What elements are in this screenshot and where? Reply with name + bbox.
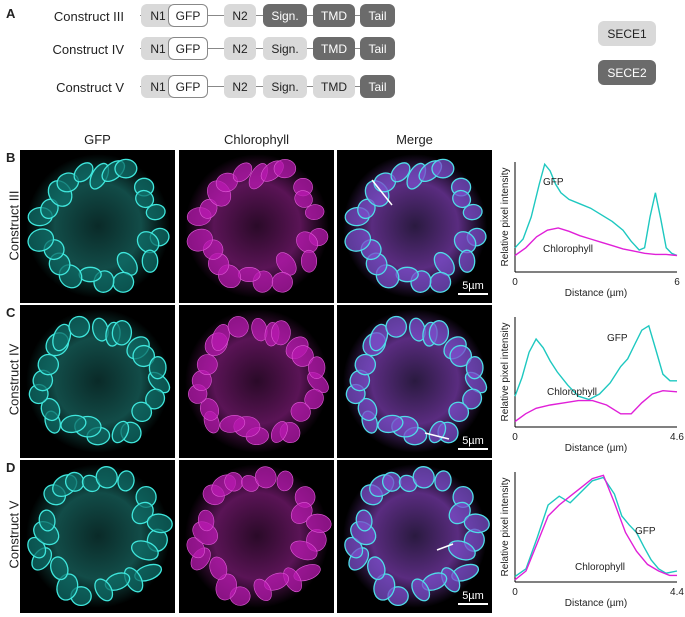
y-axis-label: Relative pixel intensity	[500, 478, 511, 577]
tail-domain: Tail	[360, 37, 395, 60]
tmd-domain: TMD	[313, 37, 355, 60]
gfp-image-construct-v	[20, 460, 175, 613]
n2-domain: N2	[224, 37, 256, 60]
x-tick-label: 6	[674, 277, 680, 288]
x-tick-label: 4.6	[670, 432, 684, 443]
series-label-chlorophyll: Chlorophyll	[547, 387, 597, 398]
chlorophyll-image-construct-iv	[179, 305, 334, 458]
scale-bar: 5µm	[458, 280, 488, 295]
series-line-chlorophyll	[514, 389, 678, 423]
x-tick-label: 0	[512, 587, 518, 598]
panel-label-b: B	[6, 150, 16, 165]
merge-image-construct-iii	[337, 150, 492, 303]
series-label-gfp: GFP	[635, 526, 656, 537]
series-label-chlorophyll: Chlorophyll	[543, 244, 593, 255]
x-tick-label: 4.4	[670, 587, 684, 598]
scale-bar: 5µm	[458, 435, 488, 450]
panel-label-a: A	[6, 6, 16, 21]
n1-domain: N1	[141, 75, 175, 98]
gfp-image-construct-iii	[20, 150, 175, 303]
column-header-chlorophyll: Chlorophyll	[223, 132, 290, 147]
n2-domain: N2	[224, 75, 256, 98]
tail-domain: Tail	[360, 75, 395, 98]
construct-name: Construct IV	[52, 42, 124, 57]
construct-name: Construct III	[53, 9, 124, 24]
y-axis-label: Relative pixel intensity	[500, 323, 511, 422]
x-axis-label: Distance (µm)	[565, 443, 627, 454]
chlorophyll-image-construct-iii	[179, 150, 334, 303]
n1-domain: N1	[141, 4, 175, 27]
merge-image-construct-iv	[337, 305, 492, 458]
intensity-plot-construct-iv: GFP Chlorophyll Relative pixel intensity Di…	[500, 317, 684, 454]
tmd-domain: TMD	[313, 4, 355, 27]
intensity-plot-construct-v: GFP Chlorophyll Relative pixel intensity Di…	[500, 472, 684, 609]
gfp-domain: GFP	[168, 37, 208, 60]
series-label-gfp: GFP	[543, 177, 564, 188]
scale-bar: 5µm	[458, 590, 488, 605]
x-tick-label: 0	[512, 277, 518, 288]
column-header-gfp: GFP	[84, 132, 111, 147]
x-axis-label: Distance (µm)	[565, 288, 627, 299]
series-line-gfp	[514, 324, 677, 401]
x-axis-label: Distance (µm)	[565, 598, 627, 609]
series-line-chlorophyll	[514, 227, 678, 257]
gfp-domain: GFP	[168, 75, 208, 98]
chlorophyll-image-construct-v	[179, 460, 334, 613]
panel-label-d: D	[6, 460, 16, 475]
tmd-domain: TMD	[313, 75, 355, 98]
merge-image-construct-v	[337, 460, 492, 613]
signal-domain: Sign.	[263, 37, 307, 60]
intensity-plot-construct-iii: GFP Chlorophyll Relative pixel intensity Di…	[500, 162, 680, 299]
series-line-gfp	[514, 476, 678, 578]
y-axis-label: Relative pixel intensity	[500, 168, 511, 267]
legend-sece1: SECE1	[598, 21, 656, 46]
tail-domain: Tail	[360, 4, 395, 27]
n2-domain: N2	[224, 4, 256, 27]
legend-sece2: SECE2	[598, 60, 656, 85]
series-line-chlorophyll	[514, 474, 677, 581]
panel-label-c: C	[6, 305, 16, 320]
signal-domain: Sign.	[263, 75, 307, 98]
construct-name: Construct V	[56, 80, 124, 95]
x-tick-label: 0	[512, 432, 518, 443]
series-line-gfp	[514, 162, 678, 257]
series-label-chlorophyll: Chlorophyll	[575, 562, 625, 573]
column-header-merge: Merge	[396, 132, 433, 147]
series-label-gfp: GFP	[607, 333, 628, 344]
signal-domain: Sign.	[263, 4, 307, 27]
gfp-image-construct-iv	[20, 305, 175, 458]
gfp-domain: GFP	[168, 4, 208, 27]
n1-domain: N1	[141, 37, 175, 60]
